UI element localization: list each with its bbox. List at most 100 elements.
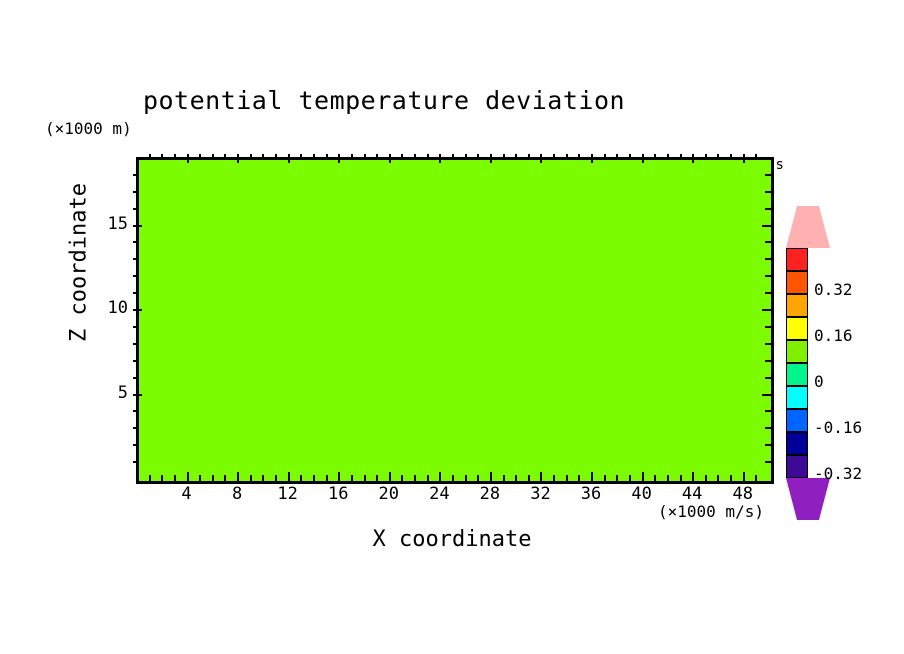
- x-tick-label: 40: [631, 484, 652, 504]
- x-tick: [211, 154, 214, 160]
- y-tick: [765, 173, 771, 176]
- y-tick: [133, 241, 139, 244]
- x-tick: [161, 475, 164, 481]
- x-tick: [262, 154, 265, 160]
- x-tick: [363, 475, 366, 481]
- x-tick: [477, 475, 480, 481]
- x-tick-label: 20: [378, 484, 400, 504]
- y-tick: [133, 359, 139, 362]
- x-tick-label: 44: [681, 484, 703, 504]
- y-tick: [133, 376, 139, 379]
- y-tick: [762, 309, 771, 312]
- colorbar-band: [786, 455, 808, 478]
- y-tick: [762, 393, 771, 396]
- x-tick: [464, 154, 467, 160]
- x-tick: [262, 475, 265, 481]
- x-tick: [414, 154, 417, 160]
- x-tick: [439, 154, 442, 163]
- x-tick: [755, 475, 758, 481]
- colorbar-band: [786, 386, 808, 409]
- x-tick-label: 8: [231, 484, 243, 504]
- x-tick: [641, 154, 644, 163]
- colorbar-band: [786, 271, 808, 294]
- x-tick: [199, 154, 202, 160]
- x-tick: [199, 475, 202, 481]
- x-tick-label: 32: [530, 484, 551, 504]
- y-tick: [133, 292, 139, 295]
- x-tick: [186, 472, 189, 481]
- x-tick: [388, 154, 391, 163]
- x-tick: [679, 154, 682, 160]
- y-tick: [765, 275, 771, 278]
- x-tick: [211, 475, 214, 481]
- x-tick: [414, 475, 417, 481]
- x-tick: [325, 154, 328, 160]
- x-tick: [489, 154, 492, 163]
- x-tick: [578, 475, 581, 481]
- x-tick: [654, 475, 657, 481]
- x-tick: [515, 154, 518, 160]
- x-tick: [591, 472, 594, 481]
- x-tick: [502, 154, 505, 160]
- colorbar-band: [786, 340, 808, 363]
- x-tick: [148, 475, 151, 481]
- y-tick: [133, 444, 139, 447]
- x-tick: [666, 475, 669, 481]
- y-tick: [133, 275, 139, 278]
- y-axis-title: Z coordinate: [66, 183, 92, 342]
- x-tick: [692, 472, 695, 481]
- x-tick: [312, 475, 315, 481]
- x-tick: [237, 154, 240, 163]
- x-tick: [376, 154, 379, 160]
- x-tick: [540, 472, 543, 481]
- y-tick: [133, 410, 139, 413]
- y-tick: [133, 427, 139, 430]
- x-tick: [161, 154, 164, 160]
- x-tick: [515, 475, 518, 481]
- colorbar-band: [786, 363, 808, 386]
- y-tick: [765, 359, 771, 362]
- x-tick: [312, 154, 315, 160]
- x-tick: [755, 154, 758, 160]
- x-tick-label: 28: [479, 484, 501, 504]
- x-tick: [186, 154, 189, 163]
- x-tick: [249, 475, 252, 481]
- colorbar-label: 0.16: [814, 326, 853, 345]
- x-tick-label: 12: [277, 484, 298, 504]
- x-tick: [350, 154, 353, 160]
- x-tick: [730, 475, 733, 481]
- y-axis-unit-label: (×1000 m): [45, 119, 132, 138]
- y-tick: [765, 342, 771, 345]
- colorbar-label: -0.32: [814, 464, 863, 483]
- x-tick: [275, 475, 278, 481]
- x-tick: [439, 472, 442, 481]
- x-tick-label: 48: [732, 484, 753, 504]
- y-tick: [133, 224, 142, 227]
- y-tick: [133, 325, 139, 328]
- colorbar-cap-top: [786, 206, 830, 248]
- x-tick: [338, 154, 341, 163]
- y-tick: [133, 342, 139, 345]
- x-tick: [376, 475, 379, 481]
- x-tick: [628, 475, 631, 481]
- x-tick: [489, 472, 492, 481]
- y-tick: [133, 309, 142, 312]
- colorbar: [786, 206, 830, 520]
- contour-plot-area: [136, 157, 774, 484]
- x-tick: [477, 154, 480, 160]
- x-tick: [452, 475, 454, 481]
- x-tick-label: 36: [580, 484, 602, 504]
- x-tick: [388, 472, 391, 481]
- y-tick: [133, 393, 142, 396]
- x-tick: [502, 475, 505, 481]
- x-tick: [553, 154, 556, 160]
- x-tick: [603, 475, 606, 481]
- y-tick: [765, 461, 771, 464]
- x-tick: [730, 154, 733, 160]
- y-tick: [133, 190, 139, 193]
- x-tick: [654, 154, 657, 160]
- x-tick: [249, 154, 252, 160]
- x-tick: [565, 475, 568, 481]
- x-tick: [628, 154, 631, 160]
- colorbar-label: 0: [814, 372, 824, 391]
